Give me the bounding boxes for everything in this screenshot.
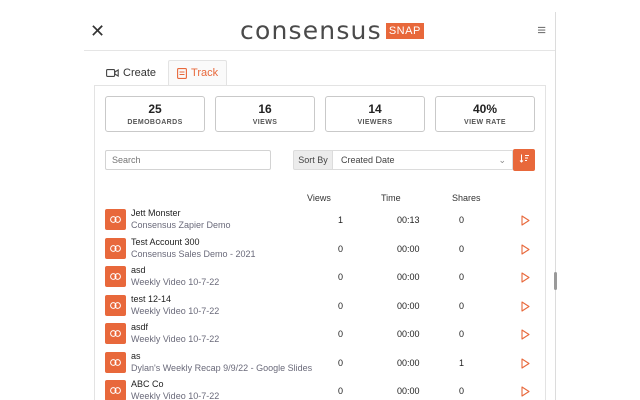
stat-value: 16 <box>258 102 272 116</box>
views-count: 0 <box>338 272 344 282</box>
header: ✕ consensus SNAP ≡ <box>84 12 556 50</box>
shares-count: 0 <box>459 300 465 311</box>
demo-title: Consensus Sales Demo - 2021 <box>131 248 256 259</box>
views-count: 0 <box>338 243 344 254</box>
stat-label: VIEWS <box>252 119 278 126</box>
shares-count: 0 <box>459 386 465 396</box>
stat-value: 25 <box>148 102 162 116</box>
time-value: 00:00 <box>397 357 420 368</box>
column-header-shares: Shares <box>452 193 481 203</box>
stats-row: 25 DEMOBOARDS 16 VIEWS 14 VIEWERS 40% VI… <box>105 96 535 132</box>
play-icon[interactable] <box>521 384 530 400</box>
contact-name: as <box>131 350 141 361</box>
column-header-views: Views <box>307 193 331 203</box>
stat-views: 16 VIEWS <box>215 96 315 132</box>
scrollbar-thumb[interactable] <box>554 272 557 290</box>
tab-bar: Create Track <box>98 60 228 86</box>
list-item[interactable]: Test Account 300 Consensus Sales Demo - … <box>95 235 545 264</box>
logo-text: consensus <box>240 16 382 45</box>
tab-track[interactable]: Track <box>168 60 228 86</box>
demo-title: Weekly Video 10-7-22 <box>131 391 220 400</box>
time-value: 00:00 <box>397 300 420 311</box>
column-header-time: Time <box>381 193 401 203</box>
demo-title: Weekly Video 10-7-22 <box>131 334 220 344</box>
demo-title: Dylan's Weekly Recap 9/9/22 - Google Sli… <box>131 362 313 373</box>
contact-name: Jett Monster <box>131 208 181 218</box>
logo-badge: SNAP <box>385 23 424 39</box>
play-icon[interactable] <box>521 270 530 288</box>
time-value: 00:00 <box>397 329 420 339</box>
contact-name: asdf <box>131 322 149 332</box>
report-icon <box>177 67 187 79</box>
demo-title: Weekly Video 10-7-22 <box>131 277 220 287</box>
list-item[interactable]: Jett Monster Consensus Zapier Demo 1 00:… <box>95 206 545 235</box>
link-icon[interactable] <box>105 266 126 287</box>
stat-value: 40% <box>472 102 498 116</box>
time-value: 00:00 <box>397 386 420 396</box>
contact-name: Test Account 300 <box>131 236 200 247</box>
link-icon[interactable] <box>105 351 126 373</box>
play-icon[interactable] <box>521 299 530 317</box>
list-item[interactable]: test 12-14 Weekly Video 10-7-22 0 00:00 … <box>95 292 545 321</box>
link-icon[interactable] <box>105 294 126 316</box>
tab-create[interactable]: Create <box>98 60 164 86</box>
link-icon[interactable] <box>105 237 126 259</box>
time-value: 00:13 <box>397 215 420 225</box>
stat-viewers: 14 VIEWERS <box>325 96 425 132</box>
hamburger-menu-icon[interactable]: ≡ <box>537 22 546 39</box>
chevron-down-icon: ⌄ <box>498 155 506 165</box>
list-item[interactable]: asd Weekly Video 10-7-22 0 00:00 0 <box>95 263 545 292</box>
snap-panel: ✕ consensus SNAP ≡ Create Track 25 DEMOB… <box>84 12 556 400</box>
sort-order-icon <box>519 151 530 169</box>
stat-label: VIEW RATE <box>464 119 506 126</box>
sort-select[interactable]: Created Date ⌄ <box>333 150 513 170</box>
play-icon[interactable] <box>521 356 530 374</box>
stat-demoboards: 25 DEMOBOARDS <box>105 96 205 132</box>
stat-label: DEMOBOARDS <box>127 119 183 126</box>
link-icon[interactable] <box>105 209 126 230</box>
list-item[interactable]: asdf Weekly Video 10-7-22 0 00:00 0 <box>95 320 545 349</box>
link-icon[interactable] <box>105 323 126 344</box>
time-value: 00:00 <box>397 243 420 254</box>
views-count: 0 <box>338 329 344 339</box>
views-count: 0 <box>338 386 344 396</box>
time-value: 00:00 <box>397 272 420 282</box>
stat-view-rate: 40% VIEW RATE <box>435 96 535 132</box>
demo-title: Consensus Zapier Demo <box>131 220 231 230</box>
close-icon[interactable]: ✕ <box>90 21 106 41</box>
contact-name: ABC Co <box>131 379 164 389</box>
tab-create-label: Create <box>123 67 157 79</box>
play-icon[interactable] <box>521 213 530 231</box>
header-divider <box>84 50 556 51</box>
shares-count: 0 <box>459 243 465 254</box>
sort-selected-value: Created Date <box>341 155 395 165</box>
link-icon[interactable] <box>105 380 126 400</box>
shares-count: 0 <box>459 215 465 225</box>
shares-count: 0 <box>459 272 465 282</box>
search-input[interactable] <box>105 150 271 170</box>
demoboard-list: Jett Monster Consensus Zapier Demo 1 00:… <box>95 206 545 400</box>
stat-label: VIEWERS <box>357 119 393 126</box>
video-camera-icon <box>106 68 119 78</box>
demo-title: Weekly Video 10-7-22 <box>131 305 220 316</box>
list-item[interactable]: ABC Co Weekly Video 10-7-22 0 00:00 0 <box>95 377 545 400</box>
shares-count: 0 <box>459 329 465 339</box>
contact-name: test 12-14 <box>131 293 172 304</box>
shares-count: 1 <box>459 357 465 368</box>
contact-name: asd <box>131 265 146 275</box>
stat-value: 14 <box>368 102 382 116</box>
track-card: 25 DEMOBOARDS 16 VIEWS 14 VIEWERS 40% VI… <box>94 85 546 400</box>
list-item[interactable]: as Dylan's Weekly Recap 9/9/22 - Google … <box>95 349 545 378</box>
play-icon[interactable] <box>521 327 530 345</box>
panel-edge <box>555 12 556 400</box>
tab-track-label: Track <box>191 67 219 79</box>
play-icon[interactable] <box>521 242 530 260</box>
consensus-logo: consensus SNAP <box>240 18 424 44</box>
views-count: 0 <box>338 357 344 368</box>
sort-direction-button[interactable] <box>513 149 535 171</box>
sort-by-label: Sort By <box>293 150 333 170</box>
views-count: 0 <box>338 300 344 311</box>
views-count: 1 <box>338 215 344 225</box>
